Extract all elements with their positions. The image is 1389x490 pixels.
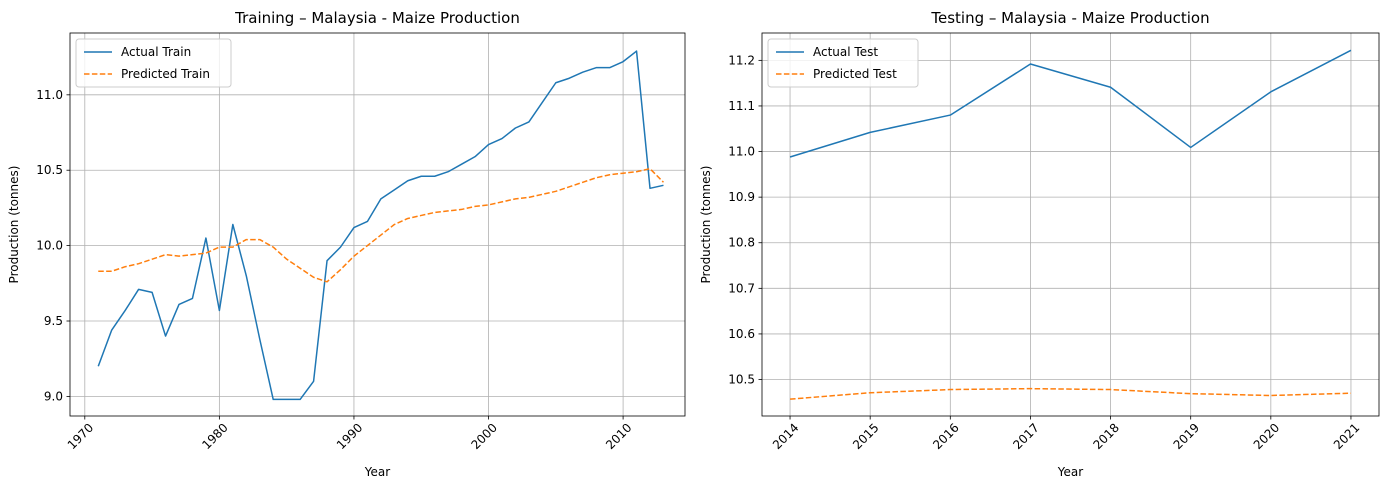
chart-title: Training – Malaysia - Maize Production [234,9,520,27]
y-tick-label: 10.9 [728,190,755,204]
x-tick-label: 2016 [930,421,961,452]
y-tick-label: 10.6 [728,327,755,341]
y-tick-label: 11.1 [728,99,755,113]
x-tick-label: 2014 [770,421,801,452]
chart-testing: 2014 2015 2016 2017 2018 2019 2020 2021 10.5 10.6… [699,9,1380,479]
series-line-predicted-train [98,167,665,283]
legend: Actual Test Predicted Test [767,38,919,88]
x-tick-label: 2018 [1091,421,1122,452]
y-tick-label: 10.5 [36,163,63,177]
x-tick-label: 2017 [1010,421,1041,452]
x-axis-label: Year [364,465,390,479]
grid [762,33,1379,416]
axes-frame [69,32,686,417]
y-tick-label: 9.0 [44,389,63,403]
x-tick-label: 1980 [199,421,230,452]
legend-label: Actual Test [813,45,878,59]
series-line-actual-test [789,49,1352,158]
y-tick-label: 10.0 [36,239,63,253]
legend-label: Actual Train [121,45,191,59]
x-tick-label: 2015 [850,421,881,452]
y-axis-label: Production (tonnes) [699,166,713,284]
y-tick-label: 11.0 [728,145,755,159]
series-line-actual-train [97,50,664,401]
chart-training: 1970 1980 1990 2000 2010 9.0 9.5 10.0 10.5 11.0 Tr… [7,9,686,479]
y-tick-label: 11.2 [728,53,755,67]
legend-label: Predicted Train [121,67,210,81]
series-line-predicted-test [789,387,1351,400]
axes-frame [761,32,1380,417]
x-tick-label: 1970 [65,421,96,452]
chart-title: Testing – Malaysia - Maize Production [930,9,1209,27]
x-tick-label: 2021 [1331,421,1362,452]
legend: Actual Train Predicted Train [75,38,232,88]
grid [70,33,685,416]
x-tick-label: 2020 [1251,421,1282,452]
y-tick-label: 11.0 [36,88,63,102]
x-axis-label: Year [1057,465,1083,479]
legend-box [75,38,232,88]
x-tick-label: 2000 [468,421,499,452]
legend-label: Predicted Test [813,67,897,81]
y-tick-label: 9.5 [44,314,63,328]
x-tick-label: 2019 [1171,421,1202,452]
y-tick-label: 10.5 [728,373,755,387]
x-tick-label: 2010 [603,421,634,452]
y-tick-label: 10.8 [728,236,755,250]
x-tick-label: 1990 [334,421,365,452]
y-axis-label: Production (tonnes) [7,166,21,284]
y-tick-label: 10.7 [728,281,755,295]
legend-box [767,38,919,88]
